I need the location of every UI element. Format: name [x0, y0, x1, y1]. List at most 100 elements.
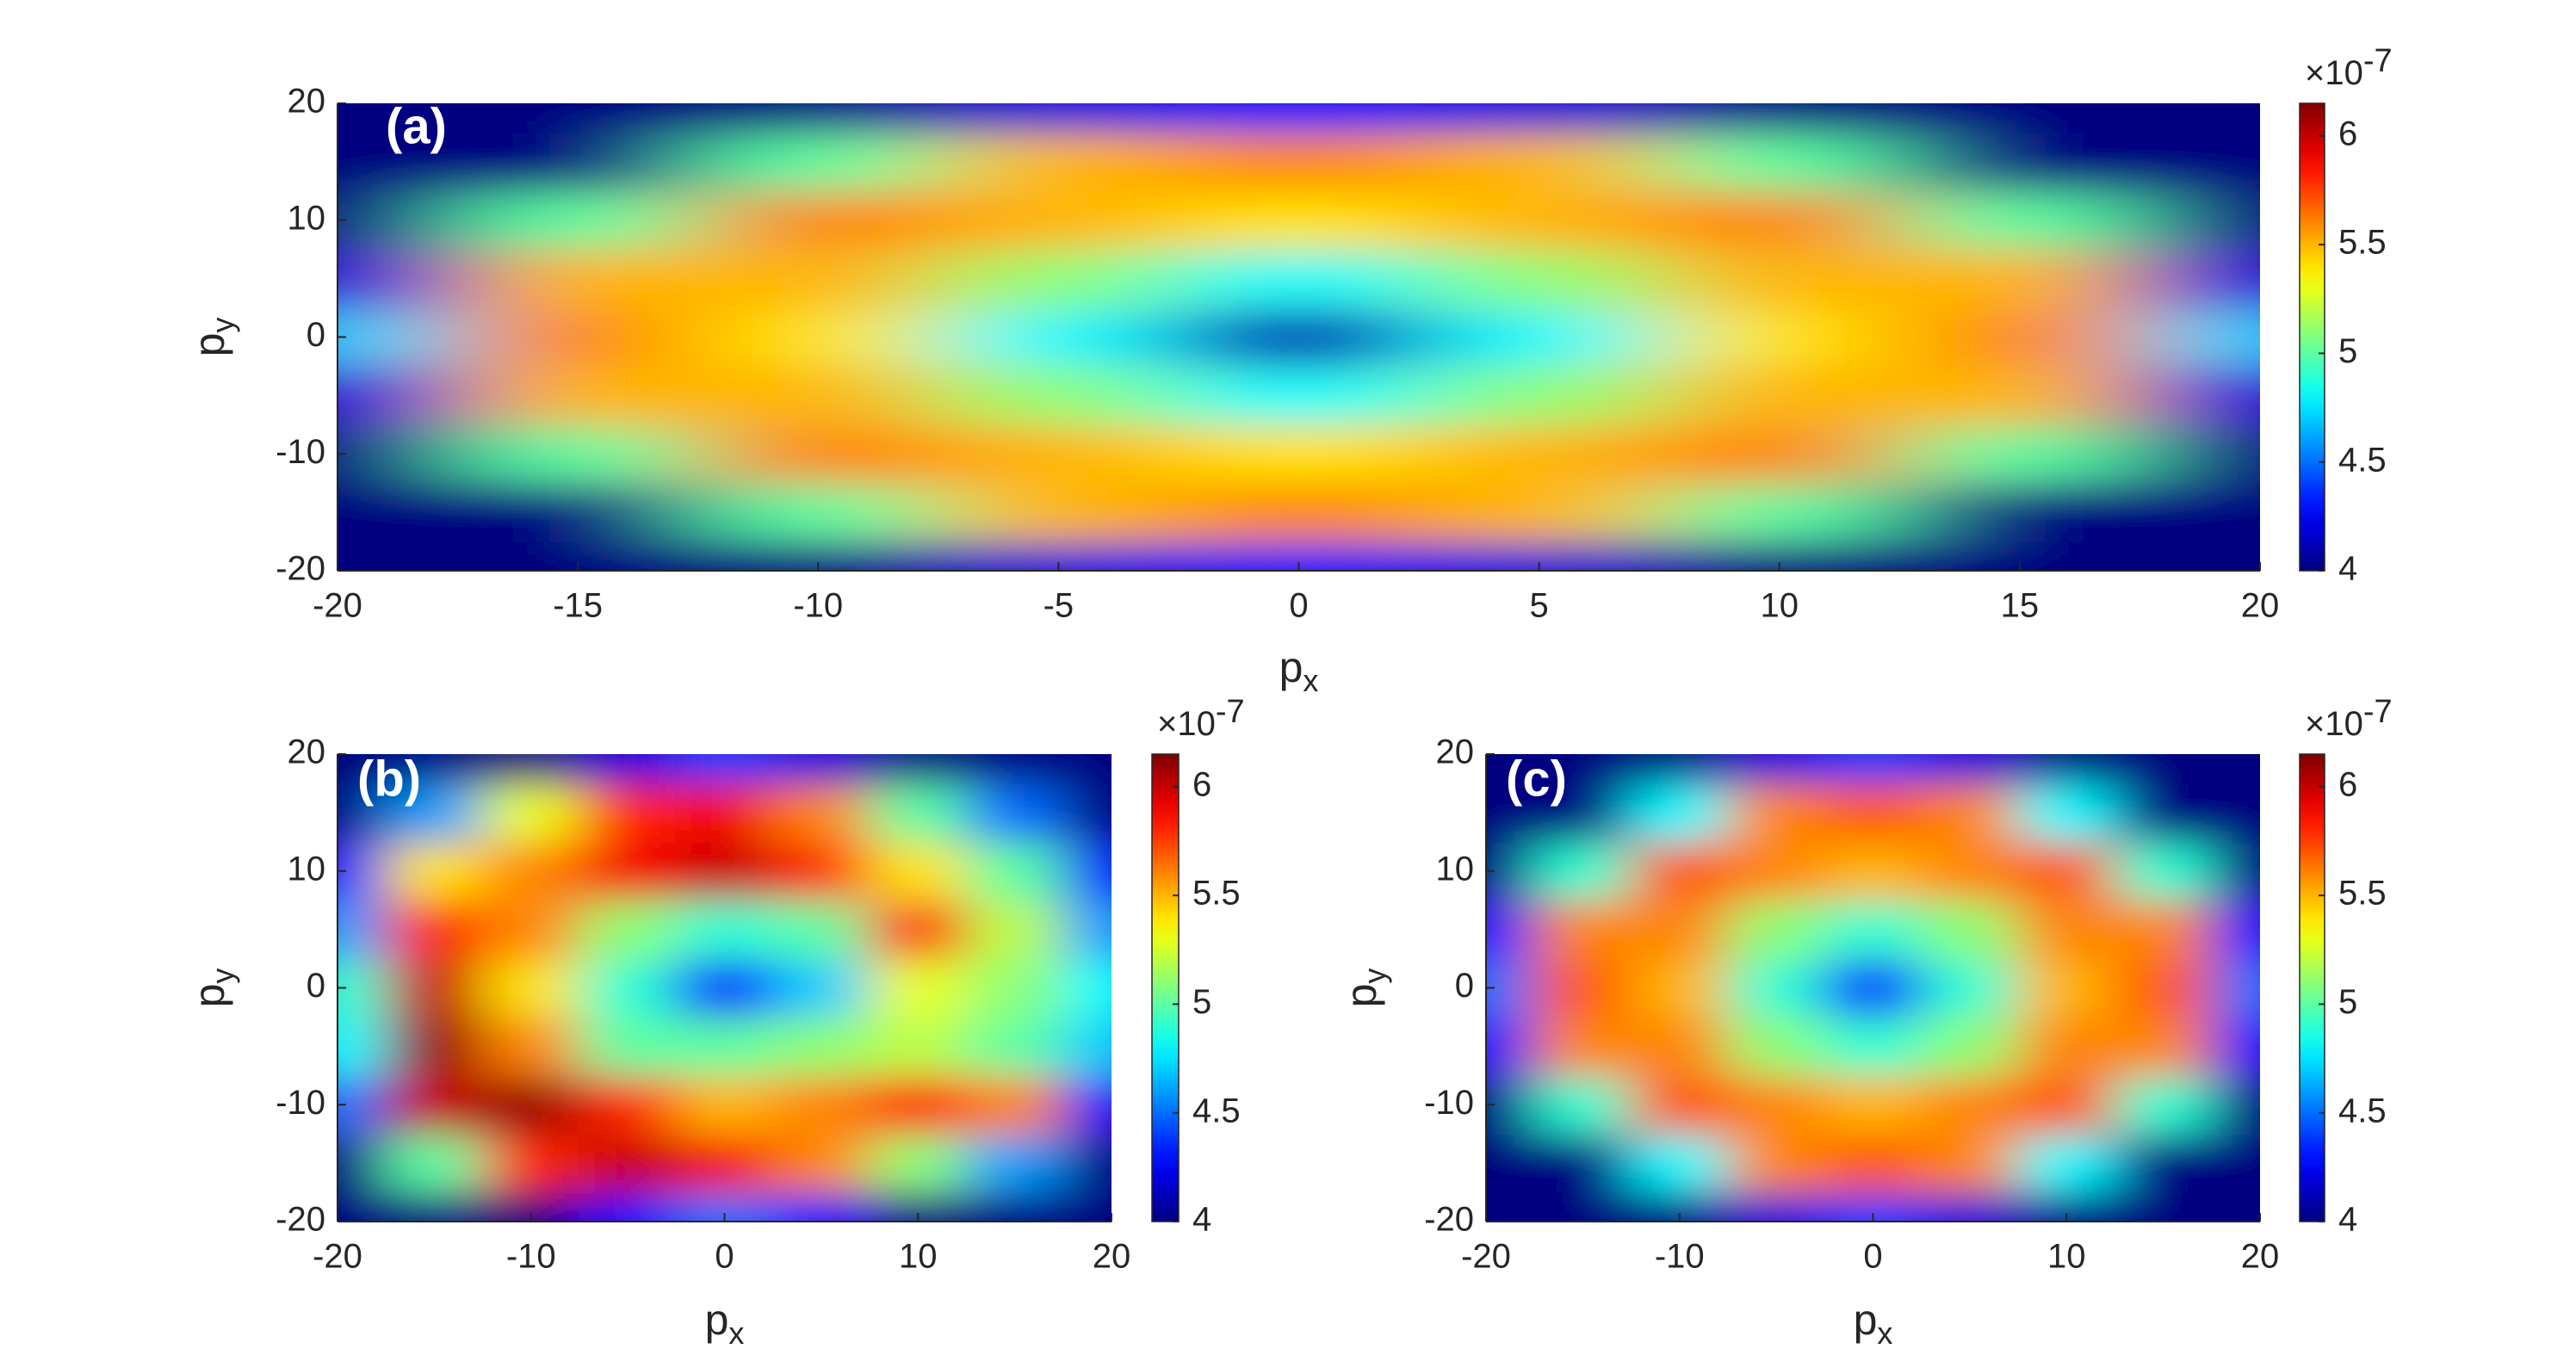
heatmap-cell [1920, 1074, 2020, 1135]
colorbar-tick-label: 5 [2338, 332, 2357, 370]
heatmap-cell [869, 840, 968, 901]
heatmap-cell [675, 1074, 774, 1135]
heatmap-cell [2017, 754, 2116, 784]
heatmap-cell [1898, 103, 2141, 133]
heatmap-cell [1726, 840, 1826, 901]
heatmap-cell [337, 248, 459, 309]
x-tick-label: -20 [313, 587, 362, 625]
y-tick-label: 0 [307, 967, 325, 1005]
heatmap-cell [965, 840, 1064, 901]
heatmap-cell [869, 782, 968, 843]
heatmap-cell [385, 1016, 484, 1077]
heatmap-cell [1630, 957, 1729, 1018]
heatmap-cell [965, 899, 1064, 960]
heatmap-cell [1824, 782, 1923, 843]
heatmap [1486, 754, 2260, 1222]
heatmap-cell [869, 1133, 968, 1194]
colorbar [1151, 753, 1180, 1222]
heatmap-cell [1418, 482, 1661, 543]
x-tick-label: 5 [1530, 587, 1549, 625]
heatmap-cell [2114, 1191, 2213, 1222]
heatmap-cell [2139, 365, 2260, 426]
heatmap-cell [337, 131, 459, 192]
y-axis-label-main: p [1337, 984, 1385, 1008]
y-axis-label: py [185, 318, 239, 357]
heatmap-cell [481, 840, 580, 901]
heatmap-cell [578, 1191, 678, 1222]
heatmap-cell [869, 957, 968, 1018]
heatmap-cell [697, 424, 939, 485]
heatmap-cell [1062, 754, 1112, 784]
heatmap-cell [697, 103, 939, 133]
heatmap-cell [1177, 131, 1421, 192]
colorbar-exponent: ×10-7 [2305, 694, 2393, 743]
heatmap-cell [697, 248, 939, 309]
y-tick-label: 10 [288, 850, 326, 888]
plot-area [1486, 754, 2260, 1222]
y-axis-label: py [1337, 968, 1391, 1008]
heatmap-cell [578, 957, 678, 1018]
x-axis-label: px [1279, 643, 1319, 697]
heatmap-cell [697, 189, 939, 251]
heatmap-cell [1658, 103, 1901, 133]
x-tick-label: 0 [1289, 587, 1308, 625]
heatmap-cell [1824, 957, 1923, 1018]
heatmap-cell [456, 248, 699, 309]
heatmap-cell [385, 782, 484, 843]
heatmap-cell [337, 306, 459, 368]
heatmap-cell [1177, 248, 1421, 309]
heatmap-cell [1658, 248, 1901, 309]
colorbar-tick-label: 4 [1192, 1201, 1211, 1239]
heatmap-cell [1898, 306, 2141, 368]
heatmap-cell [937, 248, 1180, 309]
heatmap-cell [337, 424, 459, 485]
colorbar-tick-label: 6 [2338, 765, 2357, 803]
y-tick-label: -10 [276, 433, 325, 471]
heatmap-cell [2210, 782, 2260, 843]
heatmap-cell [675, 957, 774, 1018]
heatmap-cell [1418, 424, 1661, 485]
heatmap-cell [1898, 424, 2141, 485]
x-axis-label-main: p [705, 1296, 729, 1344]
heatmap-cell [481, 957, 580, 1018]
colorbar-tick-label: 5.5 [1192, 875, 1241, 913]
heatmap-cell [675, 1016, 774, 1077]
x-tick-label: 20 [1093, 1238, 1131, 1276]
heatmap-cell [1898, 365, 2141, 426]
heatmap-cell [1824, 1016, 1923, 1077]
heatmap-cell [578, 782, 678, 843]
heatmap-cell [385, 840, 484, 901]
y-tick-label: -20 [276, 550, 325, 588]
heatmap-cell [1630, 899, 1729, 960]
heatmap-cell [1824, 1074, 1923, 1135]
heatmap-cell [2017, 1016, 2116, 1077]
heatmap-cell [578, 840, 678, 901]
y-tick-label: 0 [307, 316, 325, 354]
heatmap-cell [1533, 1016, 1632, 1077]
heatmap-cell [1418, 365, 1661, 426]
colorbar-tick-label: 4.5 [2338, 441, 2387, 479]
heatmap-cell [965, 957, 1064, 1018]
heatmap-cell [1630, 754, 1729, 784]
heatmap-cell [675, 754, 774, 784]
colorbar [2299, 102, 2325, 572]
heatmap-cell [481, 782, 580, 843]
heatmap-cell [1533, 1133, 1632, 1194]
panel-label: (a) [386, 98, 447, 154]
heatmap-cell [337, 782, 387, 843]
x-axis-label-sub: x [1877, 1315, 1892, 1351]
heatmap-cell [337, 365, 459, 426]
heatmap-cell [2017, 840, 2116, 901]
heatmap-cell [771, 957, 871, 1018]
heatmap-cell [1177, 424, 1421, 485]
heatmap-cell [456, 365, 699, 426]
heatmap-cell [578, 899, 678, 960]
heatmap-cell [937, 103, 1180, 133]
heatmap-cell [1824, 840, 1923, 901]
heatmap-cell [1486, 1133, 1536, 1194]
heatmap-cell [1177, 189, 1421, 251]
heatmap-cell [1630, 1016, 1729, 1077]
heatmap-cell [2139, 541, 2260, 571]
y-axis-label: py [185, 968, 239, 1008]
heatmap-cell [1486, 754, 1536, 784]
